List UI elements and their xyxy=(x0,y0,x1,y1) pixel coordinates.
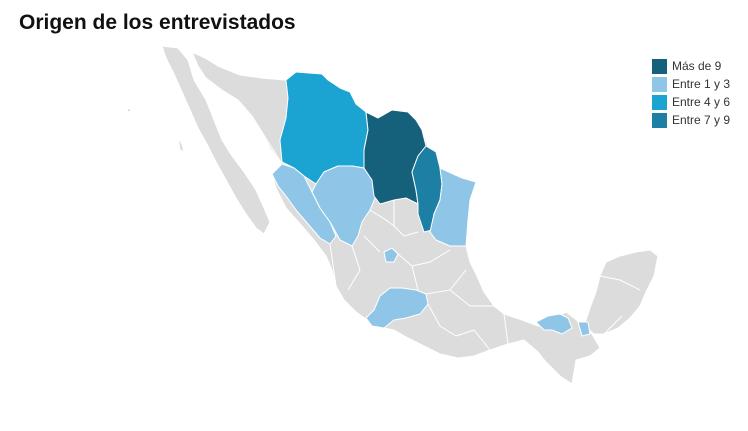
legend-label: Entre 1 y 3 xyxy=(672,77,731,91)
legend-swatch xyxy=(652,76,667,92)
state-aguascalientes xyxy=(383,247,399,263)
state-durango xyxy=(311,165,377,247)
legend-item-entre-1-y-3[interactable]: Entre 1 y 3 xyxy=(652,75,730,93)
region-island xyxy=(177,137,185,153)
legend: Más de 9 Entre 1 y 3 Entre 4 y 6 Entre 7… xyxy=(652,57,730,129)
state-tamaulipas xyxy=(429,167,477,247)
legend-swatch xyxy=(652,112,667,128)
map-base xyxy=(126,45,659,385)
map-highlights xyxy=(271,71,591,337)
legend-label: Entre 7 y 9 xyxy=(672,113,731,127)
state-tabasco xyxy=(535,313,573,335)
region-yucatan xyxy=(583,249,659,335)
region-baja-california xyxy=(161,45,271,235)
state-michoacan xyxy=(365,287,429,329)
chart-title: Origen de los entrevistados xyxy=(19,11,296,34)
state-borders xyxy=(261,77,641,351)
legend-label: Entre 4 y 6 xyxy=(672,95,731,109)
legend-item-mas-de-9[interactable]: Más de 9 xyxy=(652,57,730,75)
legend-label: Más de 9 xyxy=(672,59,722,73)
legend-item-entre-7-y-9[interactable]: Entre 7 y 9 xyxy=(652,111,730,129)
state-campeche-piece xyxy=(577,321,591,337)
state-sinaloa xyxy=(271,163,337,245)
region-island-2 xyxy=(126,107,132,113)
legend-swatch xyxy=(652,58,667,74)
legend-item-entre-4-y-6[interactable]: Entre 4 y 6 xyxy=(652,93,730,111)
legend-swatch xyxy=(652,94,667,110)
